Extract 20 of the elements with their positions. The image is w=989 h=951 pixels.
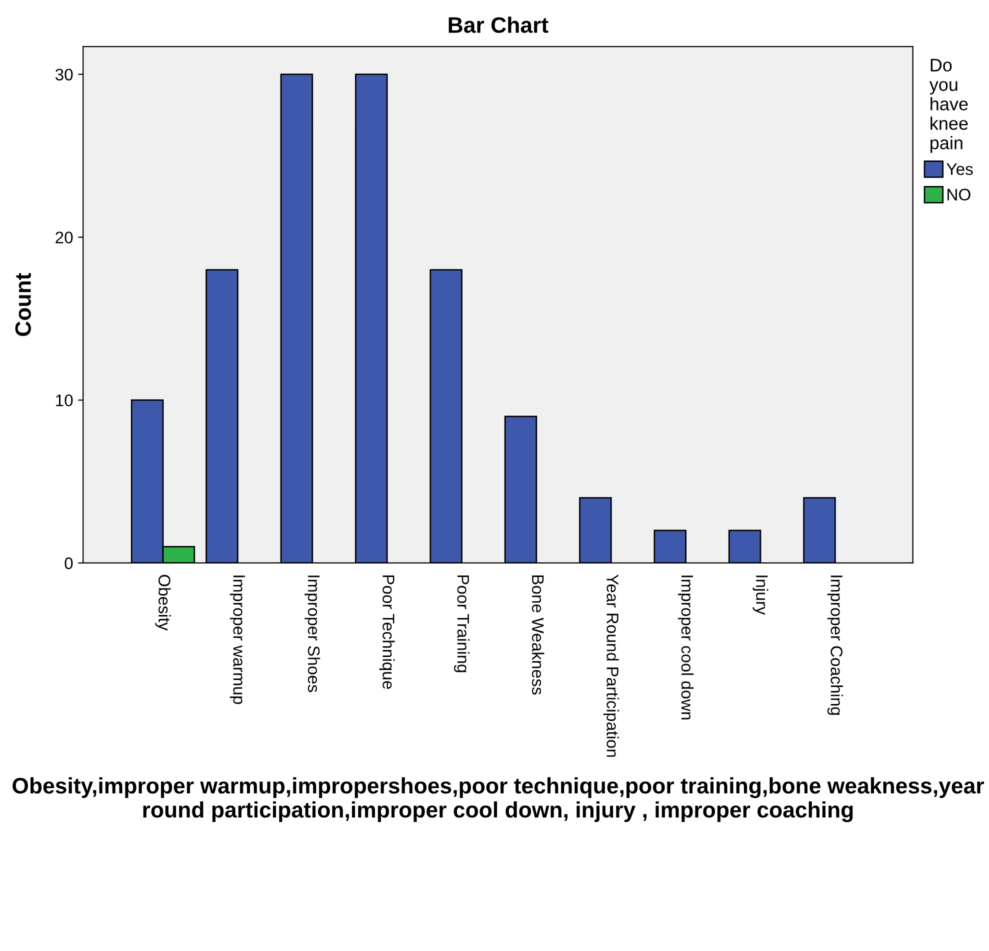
x-tick-label: Poor Training (454, 575, 470, 672)
y-tick-label: 10 (56, 394, 73, 406)
y-tick-label: 20 (56, 232, 73, 244)
legend-title: Do you have knee pain (929, 58, 968, 153)
chart-title: Bar Chart (448, 16, 548, 33)
x-tick-label: Obesity (155, 574, 171, 631)
x-tick-label: Bone Weakness (532, 575, 544, 695)
y-tick-label: 0 (64, 557, 73, 570)
x-tick-label: Year Round Participation (603, 574, 619, 757)
x-tick-label: Injury (752, 576, 768, 615)
y-tick-label: 30 (55, 68, 73, 80)
legend-label: NO (948, 188, 970, 201)
y-axis-title: Count (15, 272, 31, 336)
x-tick-label: Improper cool down (678, 576, 694, 720)
x-axis-title: Obesity,improper warmup,impropershoes,poor technique,poor training,bone weakness,year round participation,improper cool down, injury , improper coaching (12, 777, 984, 822)
x-tick-label: Improper warmup (230, 576, 245, 704)
legend-label: Yes (946, 163, 973, 176)
x-tick-label: Poor Technique (379, 575, 395, 689)
x-tick-label: Improper Coaching (827, 576, 843, 715)
x-tick-label: Improper Shoes (304, 576, 320, 692)
